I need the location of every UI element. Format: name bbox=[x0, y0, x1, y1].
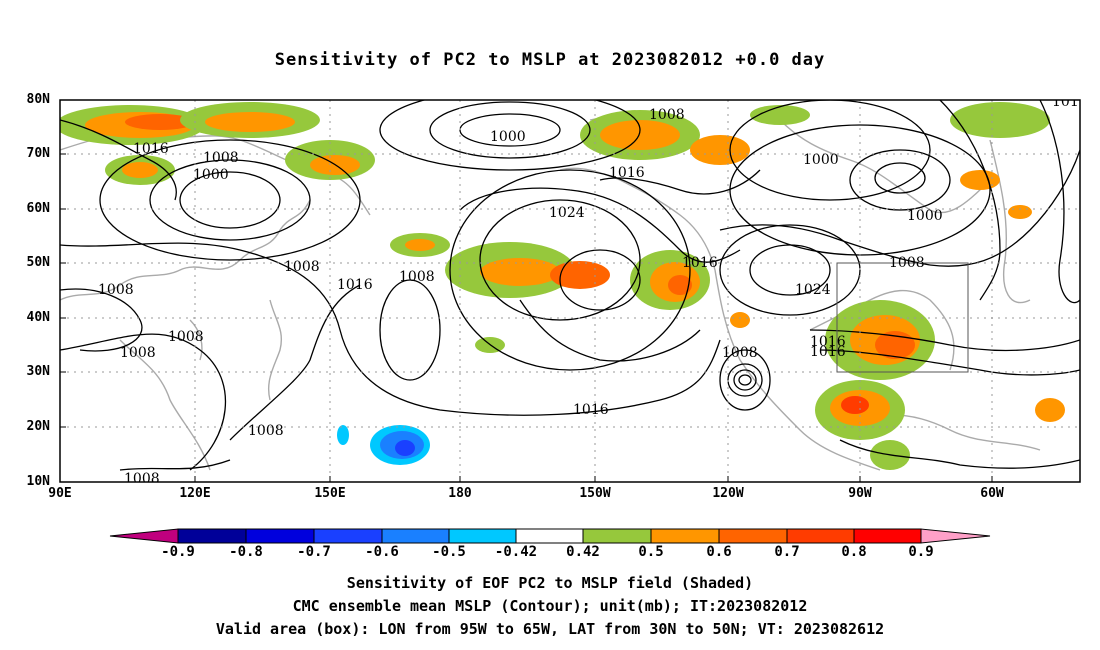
colorbar-segment bbox=[718, 528, 788, 544]
colorbar-label: 0.5 bbox=[638, 544, 664, 560]
lon-label: 120E bbox=[179, 486, 211, 501]
colorbar-segment bbox=[448, 528, 517, 544]
contour-label: 1008 bbox=[649, 107, 685, 123]
lat-label: 70N bbox=[26, 146, 50, 161]
colorbar-label: -0.7 bbox=[297, 544, 331, 560]
contour-label: 1008 bbox=[284, 259, 320, 275]
colorbar-low-end bbox=[109, 528, 179, 544]
mslp-contours bbox=[60, 100, 1080, 471]
colorbar-label: -0.42 bbox=[494, 544, 538, 560]
lat-label: 20N bbox=[26, 419, 50, 434]
lat-label: 10N bbox=[26, 474, 50, 489]
colorbar-label: 0.42 bbox=[566, 544, 600, 560]
lon-label: 180 bbox=[448, 486, 472, 501]
contour-label: 1000 bbox=[490, 129, 526, 145]
lat-label: 40N bbox=[26, 310, 50, 325]
contour-label: 101 bbox=[1052, 94, 1079, 110]
negative-sensitivity-patches bbox=[337, 425, 430, 465]
caption-line-1: Sensitivity of EOF PC2 to MSLP field (Sh… bbox=[346, 574, 754, 592]
colorbar-label: -0.5 bbox=[432, 544, 466, 560]
contour-label: 1008 bbox=[124, 471, 160, 487]
contour-label: 1016 bbox=[609, 165, 645, 181]
axis-ticks bbox=[60, 99, 993, 482]
contour-label: 1016 bbox=[337, 277, 373, 293]
lat-label: 60N bbox=[26, 201, 50, 216]
valid-area-box bbox=[836, 262, 969, 373]
lat-label: 80N bbox=[26, 92, 50, 107]
colorbar-segment bbox=[245, 528, 315, 544]
colorbar-label: 0.6 bbox=[706, 544, 732, 560]
contour-label: 1016 bbox=[810, 344, 846, 360]
colorbar-segment bbox=[786, 528, 855, 544]
caption-line-3: Valid area (box): LON from 95W to 65W, L… bbox=[215, 620, 885, 638]
contour-label: 1008 bbox=[889, 255, 925, 271]
contour-label: 1008 bbox=[399, 269, 435, 285]
lat-lon-grid bbox=[60, 100, 1080, 482]
colorbar-label: 0.8 bbox=[841, 544, 867, 560]
contour-label: 1016 bbox=[573, 402, 609, 418]
colorbar-label: 0.7 bbox=[774, 544, 800, 560]
contour-label: 1008 bbox=[168, 329, 204, 345]
lon-label: 90W bbox=[848, 486, 872, 501]
caption-line-2: CMC ensemble mean MSLP (Contour); unit(m… bbox=[292, 597, 808, 615]
colorbar-segment bbox=[582, 528, 652, 544]
lon-label: 150E bbox=[314, 486, 346, 501]
map-title: Sensitivity of PC2 to MSLP at 2023082012… bbox=[274, 50, 826, 70]
contour-label: 1016 bbox=[682, 255, 718, 271]
colorbar-label: 0.9 bbox=[908, 544, 934, 560]
contour-labels: 1016 1008 1000 1000 1008 1016 1024 1016 … bbox=[98, 94, 1079, 487]
contour-label: 1024 bbox=[549, 205, 585, 221]
colorbar-segment bbox=[381, 528, 450, 544]
colorbar-segment bbox=[853, 528, 922, 544]
colorbar-segment bbox=[177, 528, 247, 544]
contour-label: 1016 bbox=[810, 334, 846, 350]
colorbar-segment bbox=[515, 528, 584, 544]
contour-label: 1008 bbox=[203, 150, 239, 166]
colorbar-label: -0.6 bbox=[365, 544, 399, 560]
contour-label: 1008 bbox=[248, 423, 284, 439]
lon-label: 150W bbox=[579, 486, 611, 501]
colorbar-high-end bbox=[920, 528, 991, 544]
contour-label: 1000 bbox=[193, 167, 229, 183]
colorbar-segment bbox=[650, 528, 720, 544]
contour-label: 1000 bbox=[907, 208, 943, 224]
colorbar-label: -0.9 bbox=[161, 544, 195, 560]
contour-label: 1008 bbox=[98, 282, 134, 298]
lat-label: 30N bbox=[26, 364, 50, 379]
contour-label: 1024 bbox=[795, 282, 831, 298]
contour-label: 1008 bbox=[722, 345, 758, 361]
contour-label: 1008 bbox=[120, 345, 156, 361]
lat-label: 50N bbox=[26, 255, 50, 270]
colorbar-segment bbox=[313, 528, 383, 544]
colorbar bbox=[109, 528, 991, 544]
lon-label: 120W bbox=[712, 486, 744, 501]
map-frame bbox=[59, 99, 1081, 483]
colorbar-label: -0.8 bbox=[229, 544, 263, 560]
lon-label: 90E bbox=[48, 486, 72, 501]
lon-label: 60W bbox=[980, 486, 1004, 501]
contour-label: 1000 bbox=[803, 152, 839, 168]
contour-label: 1016 bbox=[133, 141, 169, 157]
